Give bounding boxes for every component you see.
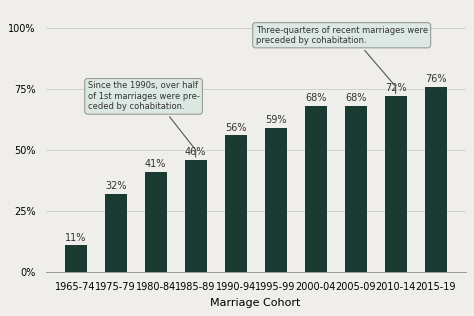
Text: 46%: 46% xyxy=(185,147,206,157)
Bar xyxy=(305,106,327,272)
Text: 68%: 68% xyxy=(305,93,326,103)
Text: Since the 1990s, over half
of 1st marriages were pre-
ceded by cohabitation.: Since the 1990s, over half of 1st marria… xyxy=(88,82,200,157)
Bar xyxy=(425,87,447,272)
Text: 56%: 56% xyxy=(225,123,246,132)
Bar xyxy=(225,136,246,272)
Bar xyxy=(64,246,87,272)
Bar xyxy=(105,194,127,272)
Text: Three-quarters of recent marriages were
preceded by cohabitation.: Three-quarters of recent marriages were … xyxy=(255,26,428,94)
Bar xyxy=(185,160,207,272)
Text: 59%: 59% xyxy=(265,115,286,125)
Text: 76%: 76% xyxy=(425,74,447,84)
Text: 72%: 72% xyxy=(385,83,406,94)
Text: 41%: 41% xyxy=(145,159,166,169)
Text: 11%: 11% xyxy=(65,233,86,243)
X-axis label: Marriage Cohort: Marriage Cohort xyxy=(210,298,301,308)
Bar xyxy=(264,128,287,272)
Bar xyxy=(145,172,167,272)
Text: 68%: 68% xyxy=(345,93,366,103)
Text: 32%: 32% xyxy=(105,181,127,191)
Bar xyxy=(345,106,366,272)
Bar xyxy=(384,96,407,272)
